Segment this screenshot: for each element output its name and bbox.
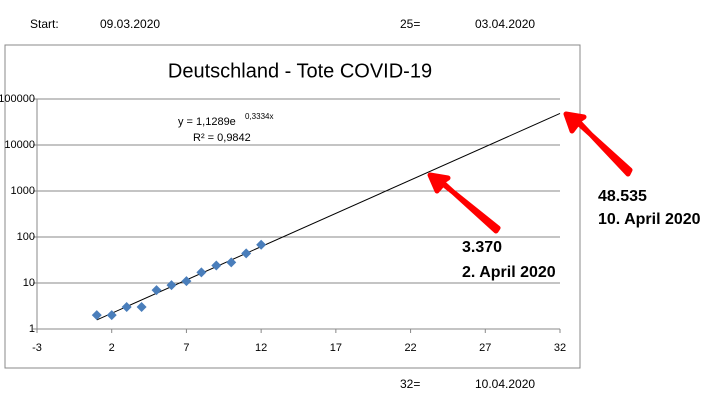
chart-title: Deutschland - Tote COVID-19 [168,60,432,82]
chart-frame [4,44,581,369]
data-point [166,280,177,291]
trend-equation: y = 1,1289e [178,116,236,128]
data-point [211,260,222,271]
trend-exponent: 0,3334x [245,112,273,121]
data-point [91,310,102,321]
arrow [563,111,633,177]
data-point [151,285,162,296]
x-tick-label: 27 [479,342,491,354]
data-point [106,310,117,321]
cell: 03.04.2020 [475,17,535,31]
data-point [181,276,192,287]
arrow [427,172,501,234]
data-point [226,257,237,268]
annotation: 2. April 2020 [462,264,556,281]
x-tick-label: 32 [554,342,566,354]
annotation: 48.535 [598,188,647,205]
annotation: 3.370 [462,239,502,256]
x-tick-label: 22 [404,342,416,354]
cell: Start: [30,17,59,31]
cell: 32= [400,377,420,391]
x-tick-label: 2 [109,342,115,354]
y-tick-label: 10000 [4,139,35,151]
y-tick-label: 100000 [0,93,35,105]
cell: 10.04.2020 [475,377,535,391]
data-point [136,302,147,313]
data-point [121,302,132,313]
y-tick-label: 1 [29,323,35,335]
x-tick-label: 7 [183,342,189,354]
cell: 25= [400,17,420,31]
data-point [256,239,267,250]
x-tick-label: -3 [32,342,42,354]
cell: 09.03.2020 [100,17,160,31]
trend-r2: R² = 0,9842 [193,132,251,144]
annotation: 10. April 2020 [598,211,701,228]
data-point [196,267,207,278]
y-tick-label: 100 [17,231,35,243]
x-tick-label: 12 [255,342,267,354]
y-tick-label: 1000 [11,185,35,197]
x-tick-label: 17 [330,342,342,354]
data-point [241,248,252,259]
y-tick-label: 10 [23,277,35,289]
